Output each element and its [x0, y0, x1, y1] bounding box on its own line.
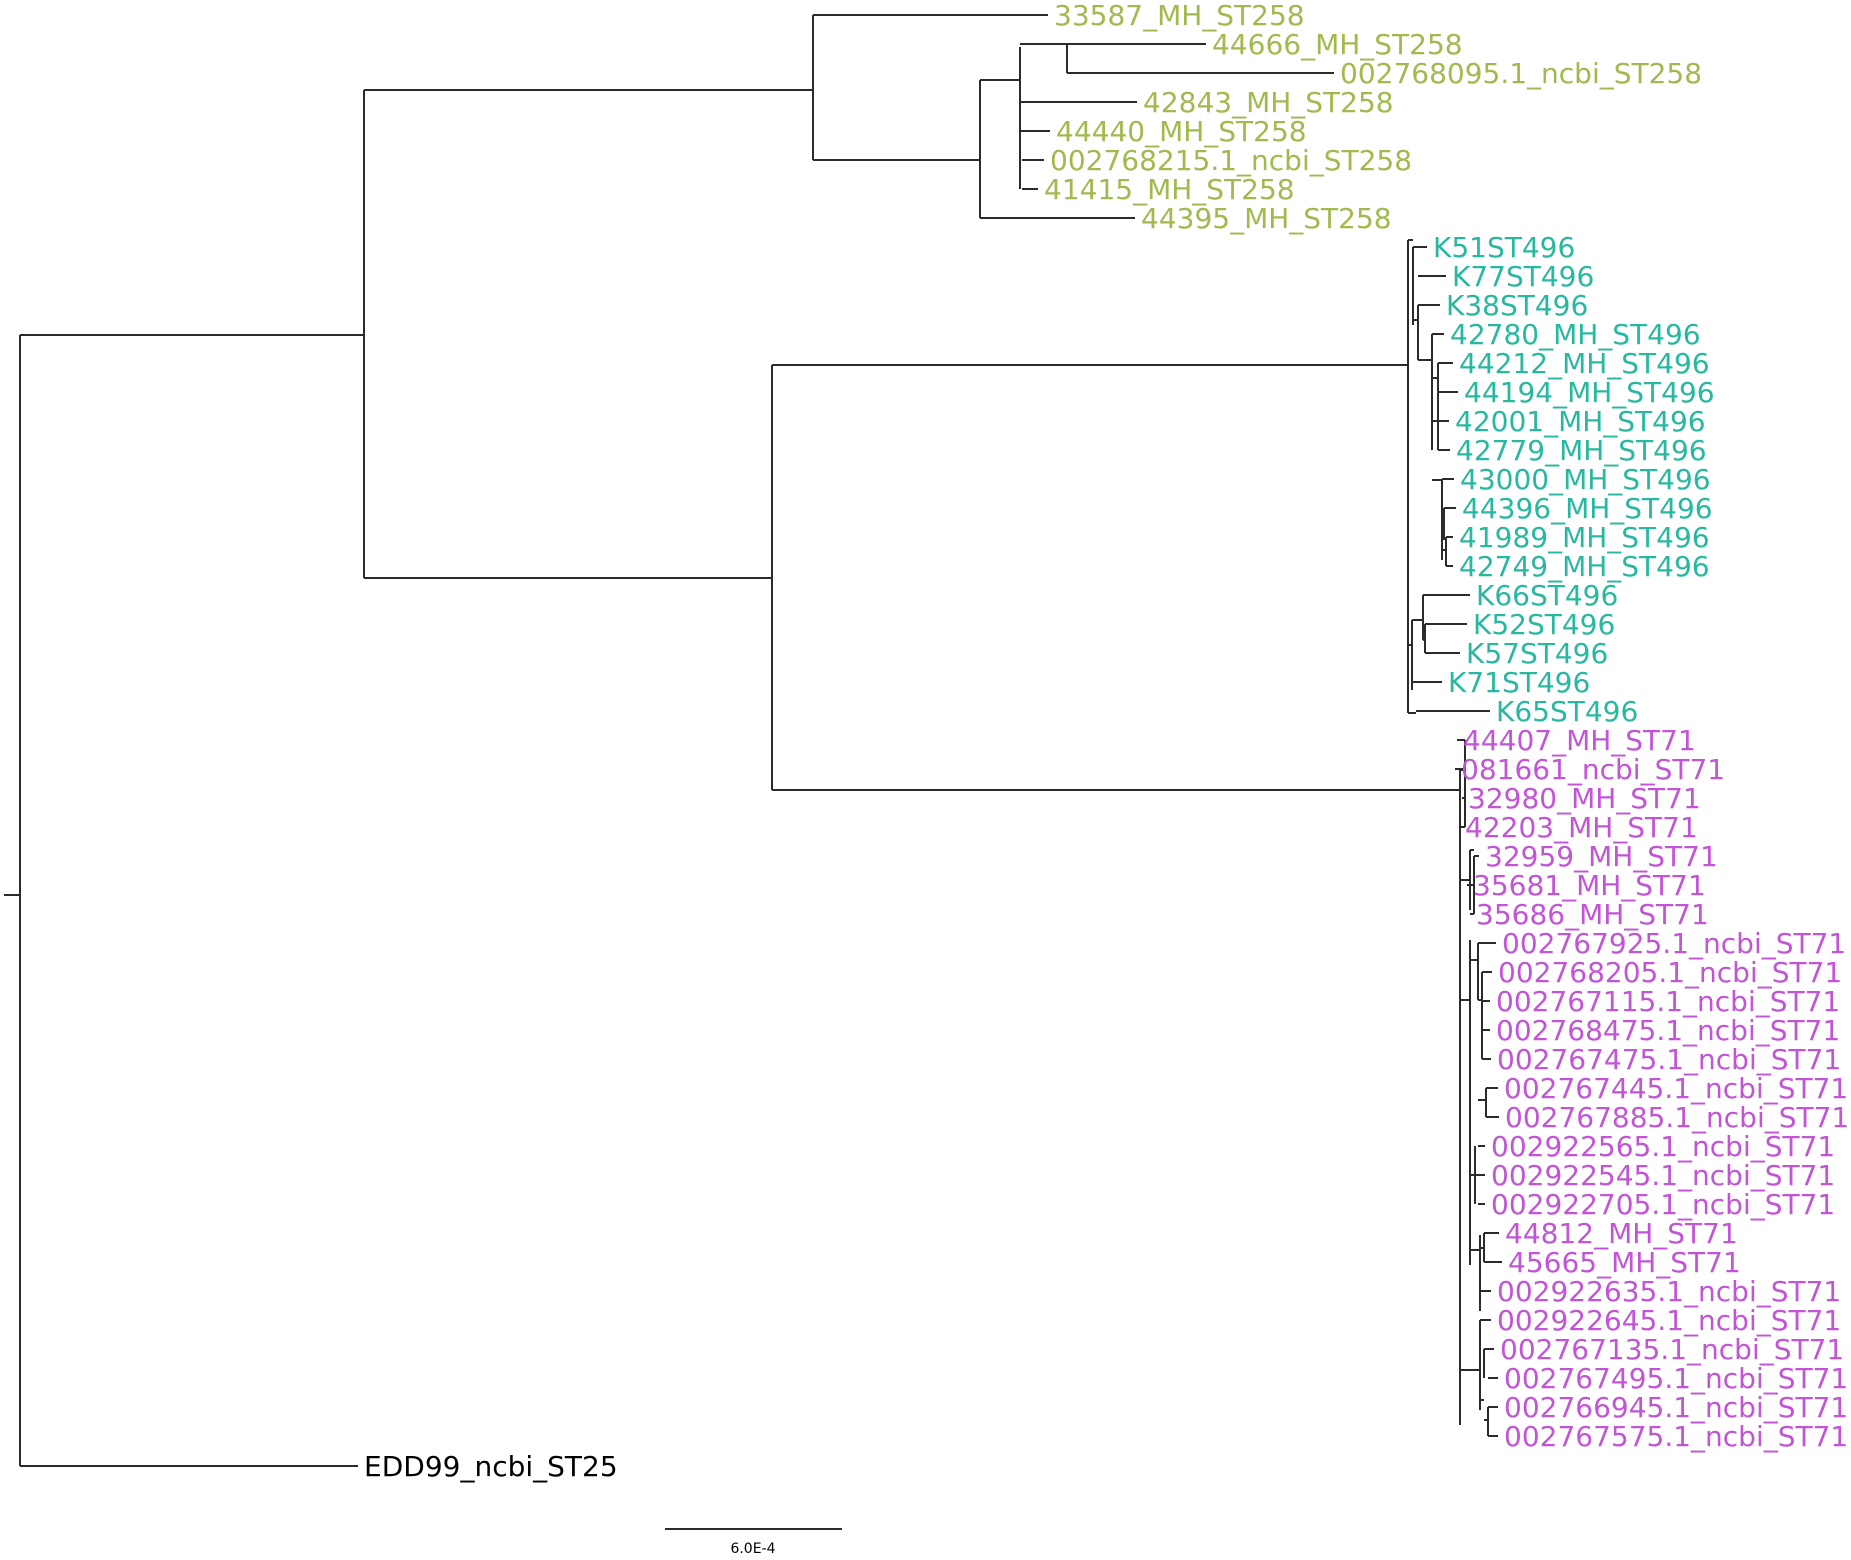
leaf-label: K38ST496	[1446, 289, 1588, 322]
leaf-label: 42843_MH_ST258	[1143, 86, 1394, 119]
leaf-label: 45665_MH_ST71	[1508, 1246, 1741, 1279]
leaf-label: K71ST496	[1448, 666, 1590, 699]
leaf-label: 42203_MH_ST71	[1465, 811, 1698, 844]
leaf-label: 44396_MH_ST496	[1462, 492, 1713, 525]
leaf-label: 002922545.1_ncbi_ST71	[1491, 1159, 1835, 1192]
leaf-label: EDD99_ncbi_ST25	[364, 1450, 618, 1483]
leaf-label: 42749_MH_ST496	[1459, 550, 1710, 583]
leaf-label: 35681_MH_ST71	[1473, 869, 1706, 902]
leaf-label: 002767135.1_ncbi_ST71	[1500, 1333, 1844, 1366]
leaf-label: 002767475.1_ncbi_ST71	[1497, 1043, 1841, 1076]
leaf-labels: 33587_MH_ST25844666_MH_ST258002768095.1_…	[364, 0, 1849, 1483]
leaf-label: 002922565.1_ncbi_ST71	[1491, 1130, 1835, 1163]
leaf-label: 081661_ncbi_ST71	[1461, 753, 1725, 786]
leaf-label: 41415_MH_ST258	[1044, 173, 1295, 206]
leaf-label: 002922635.1_ncbi_ST71	[1497, 1275, 1841, 1308]
leaf-label: 002766945.1_ncbi_ST71	[1504, 1391, 1848, 1424]
leaf-label: 44212_MH_ST496	[1459, 347, 1710, 380]
leaf-label: 002768095.1_ncbi_ST258	[1340, 57, 1702, 90]
leaf-label: 002768205.1_ncbi_ST71	[1498, 956, 1842, 989]
leaf-label: 002922645.1_ncbi_ST71	[1497, 1304, 1841, 1337]
leaf-label: K77ST496	[1452, 260, 1594, 293]
leaf-label: 002922705.1_ncbi_ST71	[1491, 1188, 1835, 1221]
scale-bar: 6.0E-4	[665, 1528, 842, 1557]
leaf-label: 42779_MH_ST496	[1456, 434, 1707, 467]
leaf-label: 44440_MH_ST258	[1056, 115, 1307, 148]
leaf-label: 42780_MH_ST496	[1450, 318, 1701, 351]
leaf-label: K66ST496	[1476, 579, 1618, 612]
leaf-label: 44407_MH_ST71	[1463, 724, 1696, 757]
leaf-label: 002767495.1_ncbi_ST71	[1504, 1362, 1848, 1395]
scale-bar-label: 6.0E-4	[730, 1541, 775, 1557]
leaf-label: 35686_MH_ST71	[1476, 898, 1709, 931]
leaf-label: 32980_MH_ST71	[1468, 782, 1701, 815]
leaf-label: 43000_MH_ST496	[1460, 463, 1711, 496]
leaf-label: 44395_MH_ST258	[1141, 202, 1392, 235]
leaf-label: K52ST496	[1473, 608, 1615, 641]
leaf-label: 002767575.1_ncbi_ST71	[1504, 1420, 1848, 1453]
leaf-label: 002767885.1_ncbi_ST71	[1505, 1101, 1849, 1134]
leaf-label: 42001_MH_ST496	[1455, 405, 1706, 438]
leaf-label: 33587_MH_ST258	[1054, 0, 1305, 32]
tree-branches	[4, 14, 1502, 1467]
leaf-label: 41989_MH_ST496	[1459, 521, 1710, 554]
leaf-label: 002768475.1_ncbi_ST71	[1496, 1014, 1840, 1047]
leaf-label: K51ST496	[1433, 231, 1575, 264]
leaf-label: 44812_MH_ST71	[1505, 1217, 1738, 1250]
leaf-label: 002767925.1_ncbi_ST71	[1502, 927, 1846, 960]
leaf-label: K57ST496	[1466, 637, 1608, 670]
leaf-label: 002768215.1_ncbi_ST258	[1050, 144, 1412, 177]
leaf-label: K65ST496	[1496, 695, 1638, 728]
leaf-label: 44194_MH_ST496	[1464, 376, 1715, 409]
leaf-label: 002767445.1_ncbi_ST71	[1504, 1072, 1848, 1105]
leaf-label: 002767115.1_ncbi_ST71	[1496, 985, 1840, 1018]
leaf-label: 44666_MH_ST258	[1212, 28, 1463, 61]
leaf-label: 32959_MH_ST71	[1485, 840, 1718, 873]
